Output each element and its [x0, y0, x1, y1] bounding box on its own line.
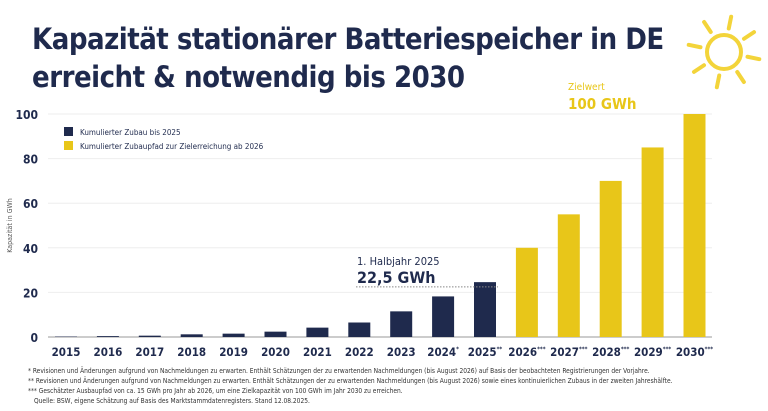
x-tick-label: 2029*** [634, 345, 671, 359]
x-tick-label: 2027*** [550, 345, 587, 359]
target-value: 100 GWh [568, 95, 636, 113]
y-tick-label: 100 [15, 108, 38, 122]
sun-ray [742, 30, 757, 41]
bar-2022 [348, 322, 371, 337]
sun-ray [702, 19, 713, 34]
sun-disc [705, 33, 743, 71]
x-tick-label: 2016 [94, 345, 123, 359]
footnote-3: *** Geschätzter Ausbaupfad von ca. 15 GW… [28, 387, 403, 395]
x-tick-label: 2023 [387, 345, 416, 359]
y-tick-label: 80 [23, 153, 38, 167]
bar-2020 [264, 331, 287, 337]
sun-ray [691, 63, 706, 74]
x-tick-label: 2030*** [676, 345, 713, 359]
x-tick-label: 2021 [303, 345, 332, 359]
bar-2023 [390, 311, 413, 337]
y-tick-label: 40 [23, 242, 38, 256]
y-tick-label: 60 [23, 197, 38, 211]
bar-2017 [138, 335, 161, 337]
sun-icon [686, 14, 762, 90]
x-tick-label: 2024* [427, 345, 459, 359]
legend-label: Kumulierter Zubau bis 2025 [80, 128, 181, 137]
sun-ray [745, 54, 762, 62]
sun-ray [714, 73, 722, 90]
annotation-value: 22,5 GWh [357, 268, 435, 287]
bar-2024 [432, 296, 455, 337]
title-line-1: Kapazität stationärer Batteriespeicher i… [32, 22, 664, 56]
x-tick-label: 2026*** [508, 345, 545, 359]
bar-2028 [599, 180, 622, 337]
y-tick-label: 0 [30, 331, 38, 345]
y-tick-label: 20 [23, 286, 38, 300]
sun-ray [686, 42, 703, 50]
x-tick-label: 2020 [261, 345, 290, 359]
x-tick-label: 2018 [177, 345, 206, 359]
y-axis-label: Kapazität in GWh [6, 198, 14, 252]
legend-swatch [64, 127, 73, 136]
footnote-2: ** Revisionen und Änderungen aufgrund vo… [28, 377, 673, 385]
bar-2021 [306, 327, 329, 337]
title-line-2: erreicht & notwendig bis 2030 [32, 60, 465, 94]
sun-ray [726, 14, 734, 31]
bar-2018 [180, 334, 203, 337]
x-tick-label: 2025** [468, 345, 503, 359]
chart-title: Kapazität stationärer Batteriespeicher i… [32, 20, 664, 96]
legend-label: Kumulierter Zubaupfad zur Zielerreichung… [80, 142, 264, 151]
legend-swatch [64, 141, 73, 150]
footnotes: * Revisionen und Änderungen aufgrund von… [28, 366, 673, 406]
bar-2019 [222, 333, 245, 337]
x-tick-label: 2028*** [592, 345, 629, 359]
target-label: Zielwert [568, 82, 605, 93]
x-tick-label: 2017 [135, 345, 164, 359]
bar-2027 [557, 214, 580, 337]
x-tick-label: 2022 [345, 345, 374, 359]
bar-2025 [474, 282, 496, 337]
source-note: Quelle: BSW, eigene Schätzung auf Basis … [34, 397, 310, 405]
bar-2029 [641, 147, 664, 337]
x-tick-label: 2015 [52, 345, 81, 359]
bar-2026 [515, 247, 538, 337]
bar-2030 [683, 114, 706, 337]
x-tick-label: 2019 [219, 345, 248, 359]
bar-2016 [96, 336, 119, 337]
annotation-label: 1. Halbjahr 2025 [357, 255, 440, 268]
sun-ray [735, 70, 746, 85]
footnote-1: * Revisionen und Änderungen aufgrund von… [28, 367, 650, 375]
